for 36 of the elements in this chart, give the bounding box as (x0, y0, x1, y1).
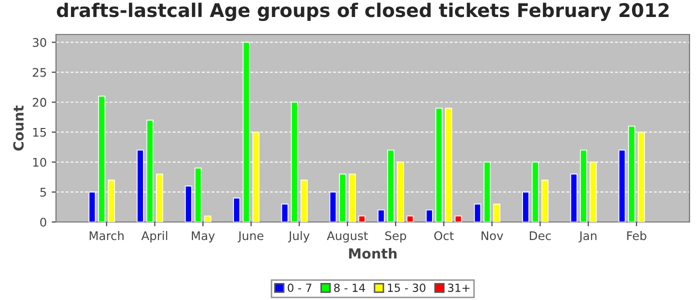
bar (378, 210, 385, 222)
x-tick-label: August (326, 231, 368, 242)
legend-label: 8 - 14 (334, 284, 366, 292)
y-tick-label: 15 (33, 128, 46, 137)
bar (493, 204, 500, 222)
x-tick-label: June (238, 231, 264, 242)
bar (281, 204, 288, 222)
bar (406, 216, 414, 222)
legend-label: 31+ (448, 284, 470, 292)
x-tick-label: Jan (578, 231, 596, 242)
x-tick-label: July (288, 231, 310, 242)
x-tick-label: May (192, 231, 215, 242)
legend-label: 0 - 7 (288, 284, 312, 292)
x-tick-label: March (90, 231, 124, 240)
x-tick-label: Nov (482, 231, 504, 240)
y-tick-label: 30 (32, 38, 46, 47)
bar (426, 210, 433, 222)
x-tick-label: Dec (530, 231, 551, 240)
x-tick-label: April (141, 231, 168, 242)
y-tick-label: 10 (33, 158, 46, 167)
bar (474, 204, 482, 222)
bar (454, 216, 462, 222)
y-tick-label: 5 (40, 188, 46, 197)
y-tick-label: 0 (40, 218, 46, 227)
legend-label: 15 - 30 (388, 284, 426, 292)
x-axis-title: Month (349, 248, 397, 259)
x-tick-label: Sep (385, 231, 406, 242)
x-tick-label: Feb (627, 231, 646, 240)
x-tick-label: Oct (434, 231, 454, 240)
y-tick-label: 20 (32, 98, 46, 107)
chart-title: drafts-lastcall Age groups of closed tickets February 2012 (56, 2, 669, 21)
y-axis-title: Count (13, 105, 24, 151)
bar (233, 198, 240, 222)
bar (204, 216, 212, 222)
y-tick-label: 25 (32, 68, 46, 77)
bar (358, 216, 366, 222)
